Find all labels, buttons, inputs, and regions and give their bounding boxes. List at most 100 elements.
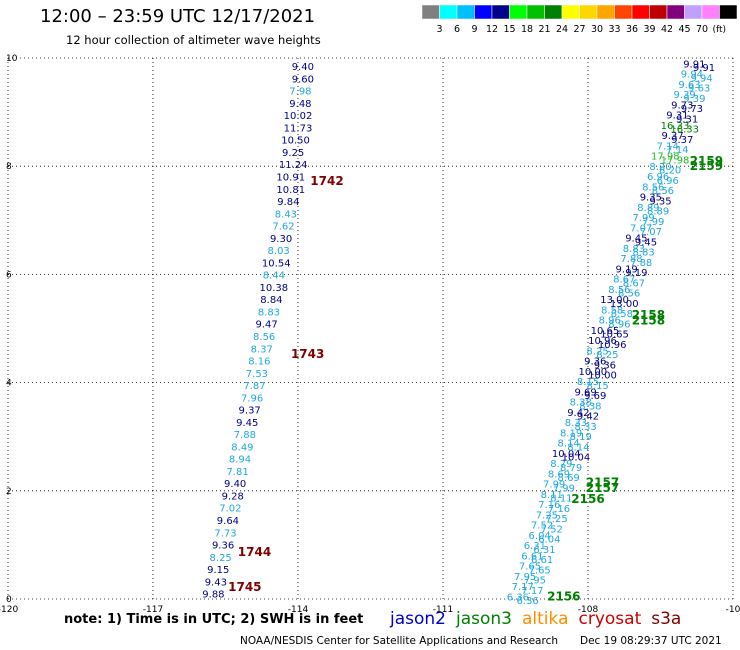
x-tick-label: -108 <box>578 605 599 615</box>
wave-height-point: 9.39 <box>674 90 696 101</box>
wave-height-point: 8.43 <box>275 209 297 220</box>
wave-height-point: 8.20 <box>649 162 671 173</box>
wave-height-point: 8.44 <box>263 271 285 282</box>
colorbar-tick-label: 21 <box>538 24 550 35</box>
wave-height-point: 10.04 <box>552 449 581 460</box>
y-tick-label: 10 <box>6 54 18 64</box>
x-tick-label: -114 <box>288 605 309 615</box>
wave-height-point: 8.58 <box>611 309 633 320</box>
wave-height-point: 9.19 <box>625 268 647 279</box>
wave-height-point: 8.94 <box>229 455 251 466</box>
wave-height-point: 7.07 <box>630 223 652 234</box>
wave-height-point: 8.56 <box>642 182 664 193</box>
wave-height-point: 9.63 <box>688 84 710 95</box>
wave-height-point: 8.67 <box>613 275 635 286</box>
wave-height-point: 7.95 <box>514 572 536 583</box>
colorbar-swatch <box>719 5 738 20</box>
wave-height-point: 9.69 <box>574 387 596 398</box>
wave-height-point: 6.04 <box>529 531 551 542</box>
wave-height-point: 9.73 <box>671 100 693 111</box>
wave-height-point: 8.33 <box>574 422 596 433</box>
wave-height-point: 8.96 <box>608 319 630 330</box>
wave-height-point: 8.89 <box>637 203 659 214</box>
y-tick-label: 0 <box>6 595 12 605</box>
wave-height-point: 9.36 <box>584 357 606 368</box>
colorbar-tick-label: 9 <box>471 24 477 35</box>
colorbar-tick-label: 24 <box>556 24 568 35</box>
wave-height-point: 9.69 <box>584 391 606 402</box>
colorbar-tick-label: 36 <box>626 24 638 35</box>
wave-height-point: 7.14 <box>657 141 679 152</box>
time-label: 2159 <box>690 159 723 173</box>
colorbar-tick-label: 42 <box>661 24 673 35</box>
wave-height-point: 9.64 <box>217 516 239 527</box>
wave-height-point: 9.37 <box>239 406 261 417</box>
wave-height-point: 17.98 <box>661 155 690 166</box>
wave-height-point: 9.47 <box>255 320 277 331</box>
wave-height-point: 6.04 <box>538 535 560 546</box>
legend-entry-s3a: s3a <box>651 609 682 629</box>
wave-height-point: 7.52 <box>531 521 553 532</box>
wave-height-point: 7.99 <box>553 483 575 494</box>
wave-height-point: 7.99 <box>543 480 565 491</box>
colorbar-tick-label: 45 <box>678 24 690 35</box>
y-tick-label: 2 <box>6 487 12 497</box>
wave-height-point: 9.88 <box>202 590 224 601</box>
wave-height-point: 9.31 <box>666 111 688 122</box>
wave-height-point: 8.14 <box>558 439 580 450</box>
wave-height-point: 9.45 <box>236 418 258 429</box>
wave-height-point: 9.30 <box>270 234 292 245</box>
time-label: 2157 <box>586 481 619 495</box>
wave-height-point: 9.42 <box>577 412 599 423</box>
wave-height-point: 6.36 <box>507 592 529 603</box>
wave-height-point: 8.83 <box>632 248 654 259</box>
wave-height-point: 7.07 <box>640 227 662 238</box>
colorbar-tick-label: 33 <box>608 24 620 35</box>
wave-height-point: 7.25 <box>536 510 558 521</box>
footer-date: Dec 19 08:29:37 UTC 2021 <box>580 635 722 647</box>
wave-height-point: 6.61 <box>521 551 543 562</box>
wave-height-point: 13.00 <box>600 295 629 306</box>
wave-height-point: 8.83 <box>623 244 645 255</box>
wave-height-point: 7.88 <box>620 254 642 265</box>
wave-height-point: 9.35 <box>649 196 671 207</box>
wave-height-point: 9.84 <box>277 197 299 208</box>
wave-height-point: 8.25 <box>210 553 232 564</box>
wave-height-point: 8.37 <box>251 344 273 355</box>
time-label: 1744 <box>238 545 271 559</box>
wave-height-point: 10.54 <box>262 258 291 269</box>
wave-height-point: 8.58 <box>601 305 623 316</box>
wave-height-point: 8.69 <box>558 473 580 484</box>
wave-height-point: 7.88 <box>630 258 652 269</box>
wave-height-point: 7.73 <box>214 528 236 539</box>
wave-height-point: 8.25 <box>587 346 609 357</box>
x-tick-label: -111 <box>433 605 453 615</box>
wave-height-point: 13.00 <box>610 299 639 310</box>
wave-height-point: 9.19 <box>616 264 638 275</box>
wave-height-point: 9.45 <box>635 237 657 248</box>
wave-height-point: 10.00 <box>588 371 617 382</box>
wave-height-point: 6.96 <box>647 172 669 183</box>
wave-height-point: 8.38 <box>570 398 592 409</box>
time-label: 2156 <box>547 589 580 603</box>
wave-height-point: 10.96 <box>598 340 627 351</box>
wave-height-point: 7.14 <box>666 145 688 156</box>
wave-height-point: 9.40 <box>224 479 246 490</box>
wave-height-point: 8.11 <box>541 490 563 501</box>
wave-height-point: 7.99 <box>642 217 664 228</box>
wave-height-point: 9.35 <box>640 193 662 204</box>
wave-height-point: 11.24 <box>279 160 308 171</box>
wave-height-point: 7.81 <box>226 467 248 478</box>
wave-height-point: 9.36 <box>212 541 234 552</box>
wave-height-point: 17.98 <box>651 152 680 163</box>
wave-height-point: 8.56 <box>608 285 630 296</box>
colorbar-tick-label: 30 <box>591 24 603 35</box>
wave-height-point: 6.36 <box>516 596 538 607</box>
wave-height-point: 8.38 <box>579 401 601 412</box>
time-label: 2158 <box>632 313 665 327</box>
wave-height-point: 7.99 <box>632 213 654 224</box>
wave-height-point: 7.25 <box>545 514 567 525</box>
wave-height-point: 7.95 <box>524 576 546 587</box>
wave-height-point: 8.15 <box>587 381 609 392</box>
wave-height-point: 8.33 <box>565 418 587 429</box>
